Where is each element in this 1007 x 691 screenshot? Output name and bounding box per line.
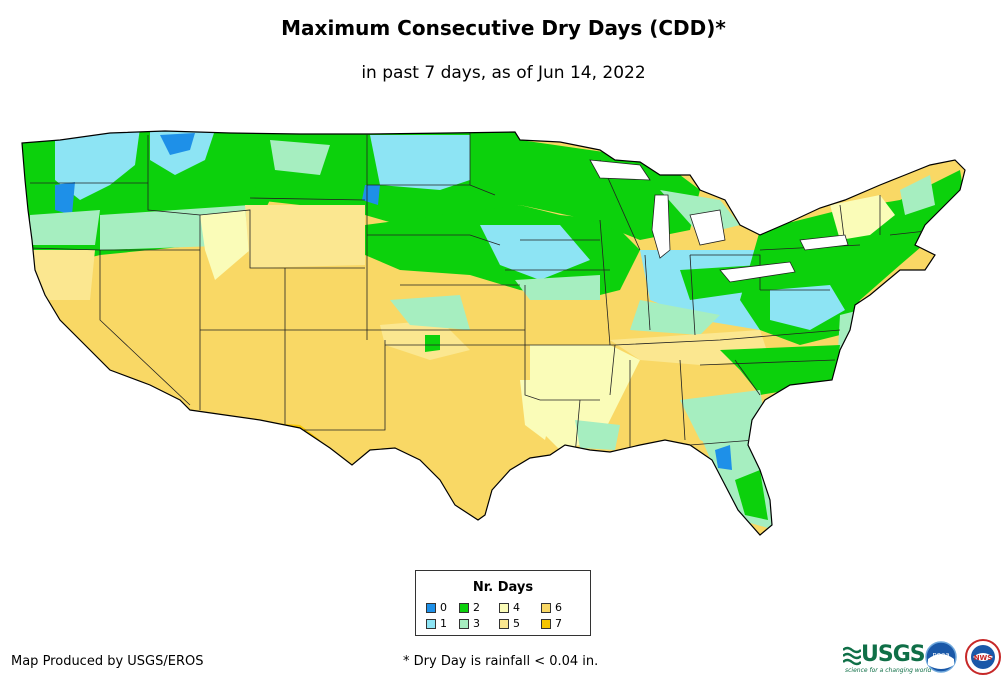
legend-label: 4	[513, 601, 520, 614]
noaa-logo-icon: noaa	[925, 641, 957, 673]
map-title: Maximum Consecutive Dry Days (CDD)*	[281, 16, 726, 40]
credit-text: Map Produced by USGS/EROS	[11, 654, 204, 669]
legend-item-3: 3	[459, 618, 480, 630]
legend-swatch	[499, 603, 509, 613]
legend-swatch	[426, 603, 436, 613]
legend-item-6: 6	[541, 602, 562, 614]
great-lakes	[589, 159, 849, 283]
legend-swatch	[459, 619, 469, 629]
legend-item-0: 0	[426, 602, 447, 614]
legend-swatch	[541, 603, 551, 613]
map-subtitle: in past 7 days, as of Jun 14, 2022	[361, 63, 646, 83]
legend-label: 6	[555, 601, 562, 614]
footnote-text: * Dry Day is rainfall < 0.04 in.	[403, 654, 599, 669]
agency-logos: USGS science for a changing world noaa N…	[843, 638, 1003, 678]
legend-item-1: 1	[426, 618, 447, 630]
usgs-tagline: science for a changing world	[845, 667, 932, 674]
nws-logo-text: NWS	[974, 654, 993, 662]
legend-label: 5	[513, 617, 520, 630]
legend-swatch	[426, 619, 436, 629]
cdd-color-field	[22, 131, 965, 535]
usgs-logo: USGS	[861, 642, 926, 667]
legend-label: 3	[473, 617, 480, 630]
legend-title: Nr. Days	[472, 580, 534, 595]
noaa-logo-text: noaa	[932, 651, 949, 659]
state-boundaries	[29, 133, 936, 456]
legend-item-7: 7	[541, 618, 562, 630]
nws-logo-icon: NWS	[965, 639, 1001, 675]
usgs-wave-icon	[843, 646, 861, 666]
legend-item-4: 4	[499, 602, 520, 614]
legend-item-5: 5	[499, 618, 520, 630]
legend-label: 7	[555, 617, 562, 630]
legend-label: 0	[440, 601, 447, 614]
legend-swatch	[459, 603, 469, 613]
legend: Nr. Days 0 1 2 3 4 5 6 7	[415, 570, 591, 636]
legend-swatch	[499, 619, 509, 629]
legend-label: 1	[440, 617, 447, 630]
legend-label: 2	[473, 601, 480, 614]
legend-item-2: 2	[459, 602, 480, 614]
legend-swatch	[541, 619, 551, 629]
